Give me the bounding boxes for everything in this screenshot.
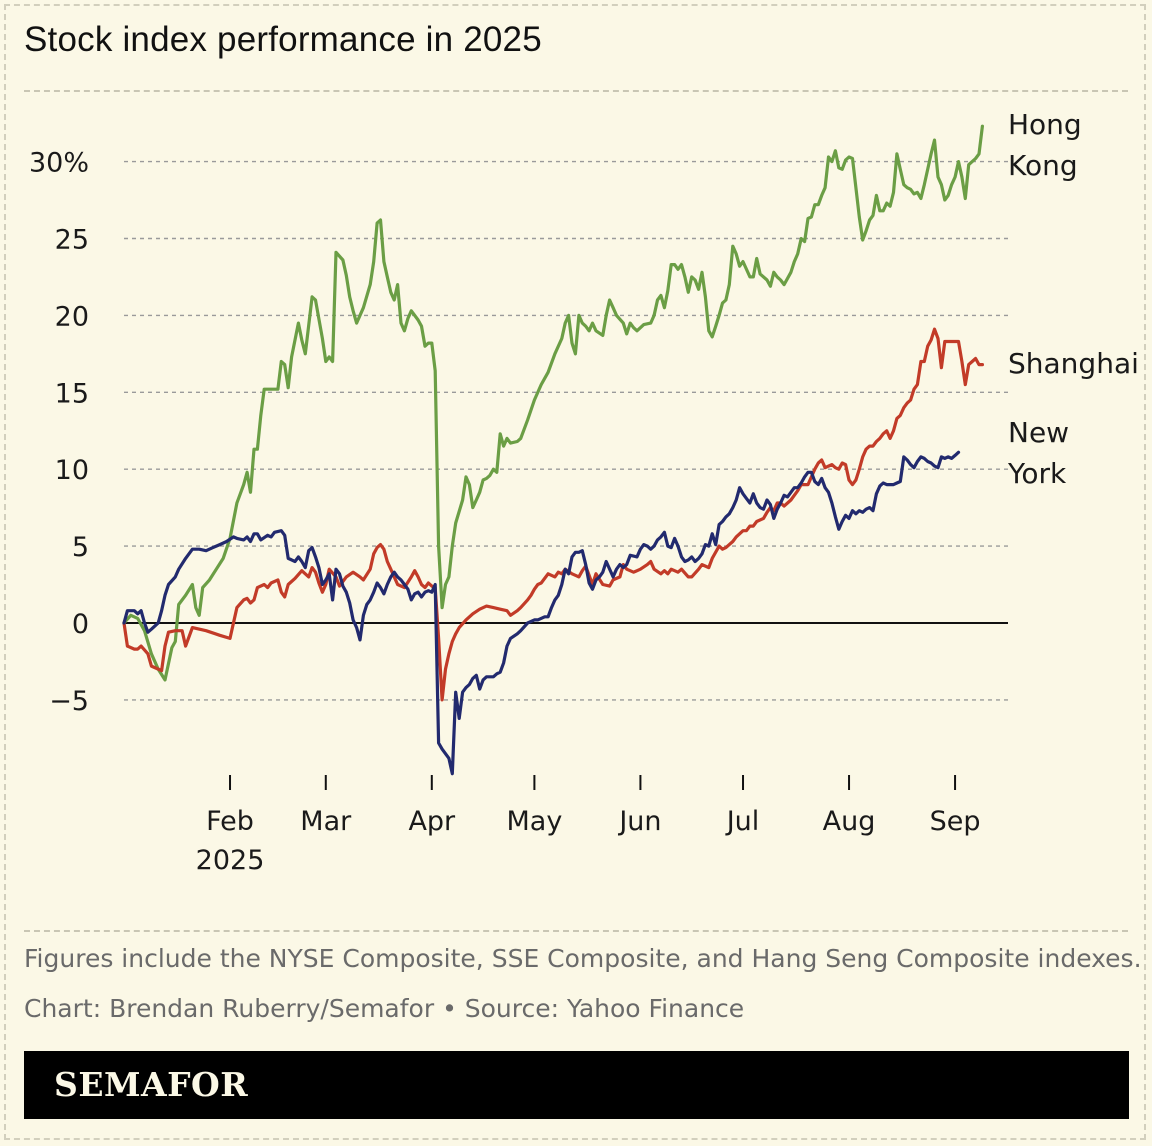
x-axis-ticks: Feb 2025 Mar Apr May Jun Jul Aug Sep <box>196 775 981 876</box>
semafor-logo: SEMAFOR <box>54 1065 249 1104</box>
series-label: Kong <box>1008 149 1078 182</box>
y-tick-label: 25 <box>55 225 89 256</box>
x-tick-label: Apr <box>408 806 456 837</box>
series-lines <box>122 124 984 776</box>
y-tick-label: 30% <box>29 148 89 179</box>
y-tick-label: 15 <box>55 378 89 409</box>
x-tick-year-label: 2025 <box>196 845 265 876</box>
chart-note: Figures include the NYSE Composite, SSE … <box>24 944 1142 973</box>
x-tick-label: Aug <box>823 806 876 837</box>
series-line-hong-kong <box>122 124 984 682</box>
series-labels: Hong Kong Shanghai New York <box>1007 108 1139 490</box>
series-label: New <box>1008 416 1069 449</box>
chart-title: Stock index performance in 2025 <box>24 20 542 59</box>
line-chart: 30% 25 20 15 10 5 0 −5 Feb 2025 Mar Apr May Jun Jul Au… <box>29 108 1139 876</box>
x-tick-label: Feb <box>206 806 254 837</box>
x-tick-label: Mar <box>300 806 352 837</box>
x-tick-label: Jun <box>617 806 661 837</box>
title-divider <box>24 90 1128 92</box>
y-tick-label: 10 <box>55 455 89 486</box>
chart-credit: Chart: Brendan Ruberry/Semafor • Source:… <box>24 994 745 1023</box>
brand-bar: SEMAFOR <box>24 1051 1129 1119</box>
y-tick-label: 0 <box>72 609 89 640</box>
series-label: Shanghai <box>1008 347 1139 380</box>
y-axis-ticks: 30% 25 20 15 10 5 0 −5 <box>29 148 89 717</box>
y-tick-label: 5 <box>72 532 89 563</box>
chart-frame <box>4 4 1146 1140</box>
footer-divider <box>24 930 1128 932</box>
series-line-shanghai <box>122 327 984 702</box>
y-tick-label: −5 <box>49 686 89 717</box>
gridlines <box>124 160 1008 701</box>
x-tick-label: Jul <box>725 806 760 837</box>
series-line-new-york <box>122 450 961 776</box>
series-label: Hong <box>1008 108 1082 141</box>
x-tick-label: Sep <box>930 806 981 837</box>
x-tick-label: May <box>506 806 562 837</box>
series-label: York <box>1007 457 1067 490</box>
y-tick-label: 20 <box>55 301 89 332</box>
